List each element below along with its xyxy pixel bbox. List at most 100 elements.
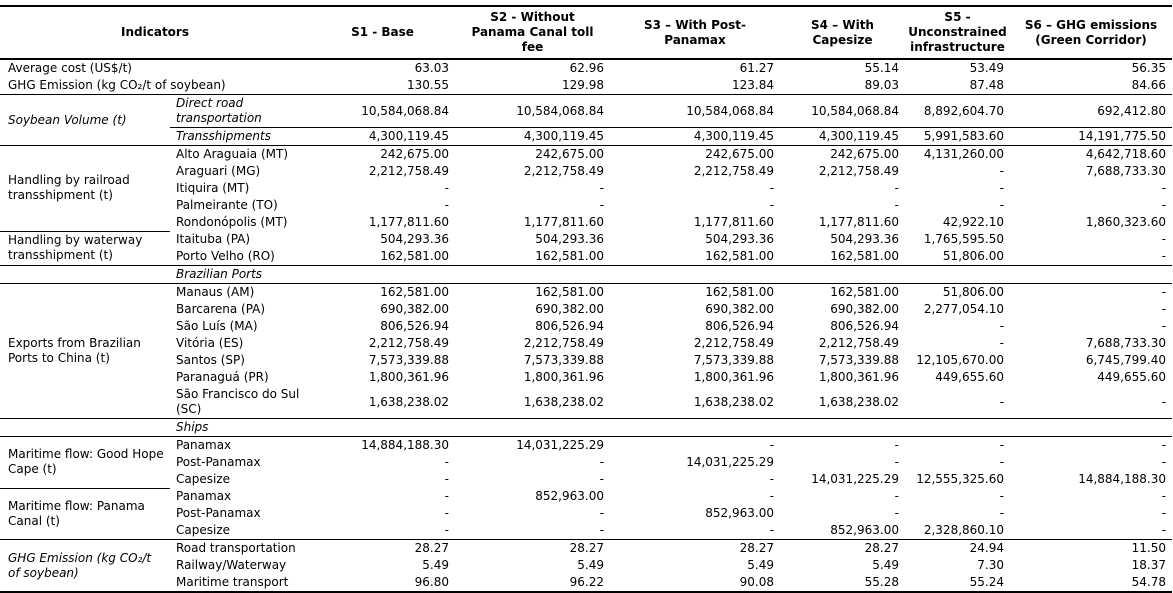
value-cell: - [1010, 248, 1172, 266]
value-cell: 10,584,068.84 [455, 94, 610, 128]
column-header-label: S3 – With Post-Panamax [643, 17, 747, 47]
value-cell: - [999, 198, 1004, 212]
value-cell: - [1010, 386, 1172, 419]
value-cell: - [1161, 438, 1166, 452]
value-cell: - [999, 319, 1004, 333]
table-row-direct-road: Soybean Volume (t) Direct road transport… [0, 94, 1172, 146]
table-row-panamacanal-panamax: Maritime flow: Panama Canal (t) Panamax … [0, 488, 1172, 540]
value-cell: 2,212,758.49 [368, 164, 449, 178]
row-label-cell: São Luís (MA) [176, 319, 258, 333]
table-row-paranagua: Paranaguá (PR) 1,800,361.96 1,800,361.96… [0, 369, 1172, 386]
value-cell: 7,573,339.88 [523, 353, 604, 367]
value-cell: 242,675.00 [535, 147, 604, 161]
value-cell: 55.14 [864, 61, 899, 75]
value-cell: - [999, 164, 1004, 178]
group-label-cell [0, 265, 170, 284]
value-cell: 14,031,225.29 [811, 472, 899, 486]
value-cell: - [599, 455, 604, 469]
column-header-s2: S2 - Without Panama Canal toll fee [455, 6, 610, 60]
value-cell: - [1161, 455, 1166, 469]
value-cell: 504,293.36 [535, 232, 604, 246]
table-row-ghg-emission-total: GHG Emission (kg CO₂/t of soybean) 130.5… [0, 77, 1172, 95]
table-row-ghg-road: GHG Emission (kg CO₂/t of soybean) Road … [0, 540, 1172, 580]
group-label-cell: Maritime flow: Good Hope Cape (t) [0, 436, 170, 489]
value-cell: 504,293.36 [380, 232, 449, 246]
value-cell [610, 265, 780, 284]
value-cell: 87.48 [905, 77, 1010, 95]
value-cell: 162,581.00 [610, 248, 780, 266]
value-cell: 852,963.00 [535, 489, 604, 503]
value-cell: 4,642,718.60 [1085, 147, 1166, 161]
row-label-cell: Post-Panamax [176, 455, 261, 469]
value-cell: 449,655.60 [1097, 370, 1166, 384]
value-cell: 1,638,238.02 [780, 386, 905, 419]
value-cell: 14,191,775.50 [1010, 127, 1172, 146]
value-cell: 449,655.60 [935, 370, 1004, 384]
row-label-cell: Porto Velho (RO) [170, 248, 310, 266]
table-row-rondonopolis: Rondonópolis (MT) 1,177,811.60 1,177,811… [0, 214, 1172, 231]
table-row-santos: Santos (SP) 7,573,339.88 7,573,339.88 7,… [0, 352, 1172, 369]
value-cell: - [894, 181, 899, 195]
value-cell: 28.27 [414, 541, 449, 555]
value-cell [455, 265, 610, 284]
value-cell [455, 418, 610, 437]
value-cell: - [599, 198, 604, 212]
row-label-cell: Itiquira (MT) [176, 181, 250, 195]
value-cell: 12,555,325.60 [916, 472, 1004, 486]
value-cell: - [1161, 285, 1166, 299]
value-cell: 55.28 [864, 575, 899, 589]
table-row-alto-araguaia: Handling by railroad transshipment (t) A… [0, 145, 1172, 232]
value-cell: 4,300,119.45 [780, 127, 905, 146]
value-cell [310, 265, 455, 284]
table-row-average-cost: Average cost (US$/t) 63.03 62.96 61.27 5… [0, 59, 1172, 77]
value-cell: - [769, 472, 774, 486]
row-label-cell: Palmeirante (TO) [176, 198, 278, 212]
column-header-label: S4 – With Capesize [811, 17, 874, 47]
group-label-cell: Handling by railroad transshipment (t) [0, 145, 170, 232]
value-cell: 1,800,361.96 [693, 370, 774, 384]
table-row-vitoria: Vitória (ES) 2,212,758.49 2,212,758.49 2… [0, 335, 1172, 352]
group-label-cell: Maritime flow: Panama Canal (t) [0, 488, 170, 540]
value-cell: 96.22 [569, 575, 604, 589]
value-cell: 162,581.00 [380, 285, 449, 299]
value-cell: 806,526.94 [380, 319, 449, 333]
value-cell: - [769, 198, 774, 212]
value-cell: 51,806.00 [942, 285, 1004, 299]
row-label-cell: Rondonópolis (MT) [176, 215, 288, 229]
value-cell: 242,675.00 [830, 147, 899, 161]
value-cell: 1,860,323.60 [1085, 215, 1166, 229]
table-row-itaituba: Handling by waterway transshipment (t) I… [0, 231, 1172, 266]
group-label-cell: Handling by waterway transshipment (t) [0, 231, 170, 266]
value-cell: 690,382.00 [830, 302, 899, 316]
value-cell: 4,300,119.45 [455, 127, 610, 146]
value-cell: - [599, 506, 604, 520]
value-cell: - [444, 181, 449, 195]
value-cell: 242,675.00 [380, 147, 449, 161]
value-cell: - [1161, 506, 1166, 520]
value-cell: - [444, 455, 449, 469]
table-row-goodhope-panamax: Maritime flow: Good Hope Cape (t) Panama… [0, 436, 1172, 489]
value-cell: - [455, 522, 610, 540]
value-cell: 1,638,238.02 [310, 386, 455, 419]
value-cell: 2,212,758.49 [523, 164, 604, 178]
value-cell: 690,382.00 [380, 302, 449, 316]
value-cell: - [999, 181, 1004, 195]
column-header-label: S2 - Without Panama Canal toll fee [471, 10, 594, 54]
value-cell: - [1161, 302, 1166, 316]
value-cell: - [999, 438, 1004, 452]
value-cell: - [444, 472, 449, 486]
value-cell: 8,892,604.70 [905, 94, 1010, 128]
table-row-sao-francisco: São Francisco do Sul (SC) 1,638,238.02 1… [0, 386, 1172, 419]
value-cell: 4,300,119.45 [310, 127, 455, 146]
value-cell: 7,573,339.88 [693, 353, 774, 367]
value-cell: 55.24 [969, 575, 1004, 589]
table-row-panamacanal-capesize: Capesize - - - 852,963.00 2,328,860.10 - [0, 522, 1172, 540]
value-cell: 14,031,225.29 [686, 455, 774, 469]
value-cell: 28.27 [739, 541, 774, 555]
value-cell: 162,581.00 [310, 248, 455, 266]
value-cell: - [1161, 319, 1166, 333]
value-cell: 28.27 [569, 541, 604, 555]
value-cell: - [444, 489, 449, 503]
value-cell: 123.84 [610, 77, 780, 95]
value-cell: 24.94 [969, 541, 1004, 555]
